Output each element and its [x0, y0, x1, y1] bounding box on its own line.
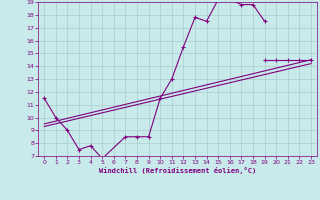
X-axis label: Windchill (Refroidissement éolien,°C): Windchill (Refroidissement éolien,°C)	[99, 167, 256, 174]
